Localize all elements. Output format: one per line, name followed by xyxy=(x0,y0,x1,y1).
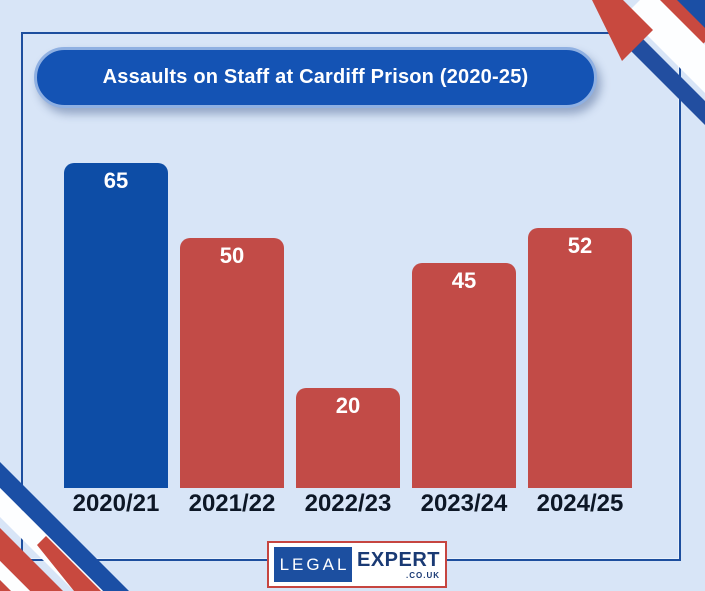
logo-legal-box: LEGAL xyxy=(274,547,352,582)
bar-2024-25: 52 xyxy=(528,228,632,488)
x-axis-label: 2021/22 xyxy=(188,490,276,517)
title-banner: Assaults on Staff at Cardiff Prison (202… xyxy=(34,47,597,108)
bar-2022-23: 20 xyxy=(296,388,400,488)
logo-legal-text: LEGAL xyxy=(279,554,350,574)
page-title: Assaults on Staff at Cardiff Prison (202… xyxy=(102,66,529,88)
logo-right-block: EXPERT .CO.UK xyxy=(357,550,440,580)
bar-value-label: 65 xyxy=(103,168,129,193)
bar-2020-21: 65 xyxy=(64,163,168,488)
logo-expert-text: EXPERT xyxy=(357,548,441,571)
x-axis-label: 2024/25 xyxy=(536,490,624,517)
logo-couk-text: .CO.UK xyxy=(406,570,441,580)
stripe-white-corner-icon xyxy=(0,561,30,591)
bar-value-label: 50 xyxy=(219,243,245,268)
stripe-red-corner-icon xyxy=(0,580,11,591)
bar-value-label: 52 xyxy=(567,233,593,258)
x-axis-label: 2022/23 xyxy=(304,490,392,517)
logo: LEGAL EXPERT .CO.UK xyxy=(267,541,447,588)
bar-2021-22: 50 xyxy=(180,238,284,488)
x-axis-label: 2023/24 xyxy=(420,490,508,517)
bar-value-label: 20 xyxy=(335,393,361,418)
bar-value-label: 45 xyxy=(451,268,477,293)
bar-2023-24: 45 xyxy=(412,263,516,488)
x-axis-label: 2020/21 xyxy=(72,490,160,517)
